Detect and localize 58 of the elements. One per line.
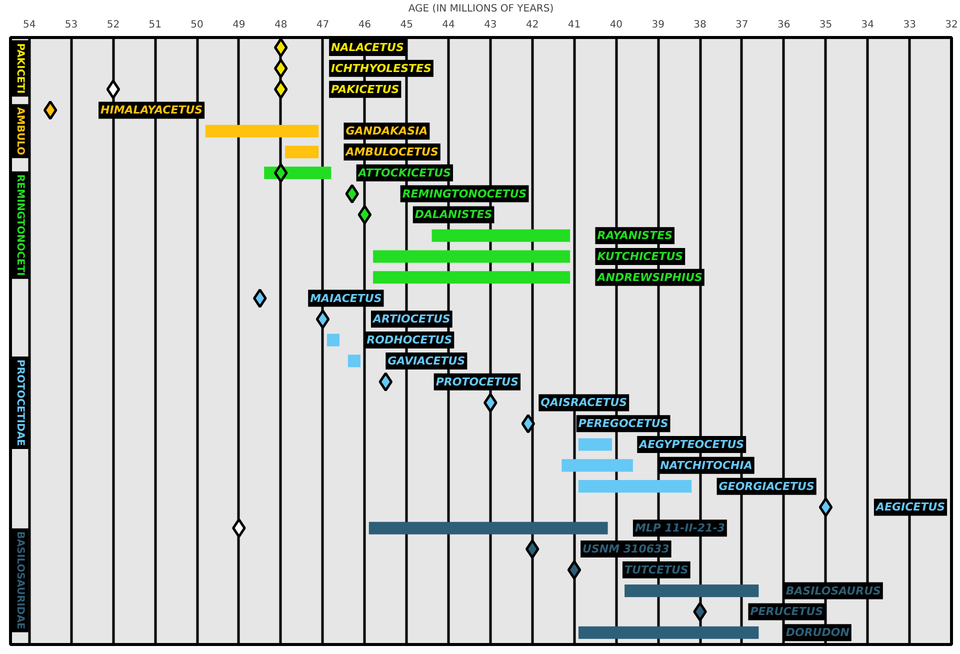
x-axis-title: AGE (IN MILLIONS OF YEARS) <box>408 4 554 14</box>
y-tick-label: RAYANISTES <box>597 229 673 242</box>
y-tick-label: GAVIACETUS <box>388 354 466 368</box>
y-tick-label: TUTCETUS <box>624 563 688 576</box>
y-tick-label: HIMALAYACETUS <box>100 104 203 117</box>
y-tick-label: PEREGOCETUS <box>578 417 668 430</box>
y-tick-label: PERUCETUS <box>750 605 824 618</box>
x-tick-label: 33 <box>903 20 916 30</box>
y-tick-label: USNM 310633 <box>582 542 670 556</box>
x-tick-label: 48 <box>274 20 288 30</box>
y-tick-label: ATTOCKICETUS <box>357 166 452 180</box>
y-tick-label: DORUDON <box>786 626 850 640</box>
y-tick-label: QAISRACETUS <box>540 396 628 410</box>
x-tick-label: 49 <box>232 20 246 30</box>
y-tick-label: BASILOSAURUS <box>786 584 881 598</box>
text: REMINGTONOCETI <box>14 174 26 276</box>
x-tick-label: 34 <box>861 20 874 30</box>
y-tick-label: RODHOCETUS <box>366 334 452 347</box>
y-tick-label: REMINGTONOCETUS <box>402 187 527 200</box>
x-tick-label: 51 <box>148 20 162 30</box>
y-tick-label: PROTOCETUS <box>436 375 519 388</box>
x-tick-label: 39 <box>652 20 664 30</box>
text: BASILOSAURIDAE <box>14 531 26 630</box>
x-tick-label: 40 <box>610 20 623 30</box>
x-tick-label: 36 <box>777 20 790 30</box>
y-tick-label: DALANISTES <box>414 208 492 222</box>
x-tick-label: 32 <box>945 20 958 30</box>
x-tick-label: 37 <box>736 20 748 30</box>
y-tick-label: PAKICETUS <box>331 82 400 96</box>
x-tick-label: 52 <box>106 20 120 30</box>
y-tick-label: NALACETUS <box>331 41 404 54</box>
y-tick-label: AEGICETUS <box>874 500 946 514</box>
y-tick-label: AEGYPTEOCETUS <box>638 438 744 452</box>
y-tick-label: GANDAKASIA <box>346 124 428 138</box>
text: PAKICETI <box>14 43 26 94</box>
x-tick-label: 46 <box>358 20 372 30</box>
x-tick-label: 43 <box>484 20 497 30</box>
x-tick-label: 42 <box>526 20 539 30</box>
x-tick-label: 53 <box>64 20 78 30</box>
y-tick-label: MAIACETUS <box>310 292 382 305</box>
x-tick-label: 54 <box>23 20 36 30</box>
y-tick-label: ICHTHYOLESTES <box>331 62 432 75</box>
x-tick-label: 47 <box>316 20 330 30</box>
y-tick-label: GEORGIACETUS <box>718 480 814 493</box>
y-tick-label: NATCHITOCHIA <box>660 458 752 472</box>
y-tick-label: ANDREWSIPHIUS <box>596 270 702 284</box>
text: PROTOCETIDAE <box>14 360 26 446</box>
x-tick-label: 44 <box>442 20 455 30</box>
x-tick-label: 41 <box>568 20 581 30</box>
x-tick-label: 45 <box>400 20 413 30</box>
y-tick-label: KUTCHICETUS <box>597 250 684 263</box>
x-tick-label: 35 <box>819 20 832 30</box>
text: AMBULO <box>14 107 26 156</box>
x-tick-label: 38 <box>694 20 706 30</box>
y-tick-label: ARTIOCETUS <box>372 312 450 326</box>
x-tick-label: 50 <box>190 20 204 30</box>
y-tick-label: MLP 11-II-21-3 <box>634 522 726 535</box>
y-tick-label: AMBULOCETUS <box>344 146 438 159</box>
